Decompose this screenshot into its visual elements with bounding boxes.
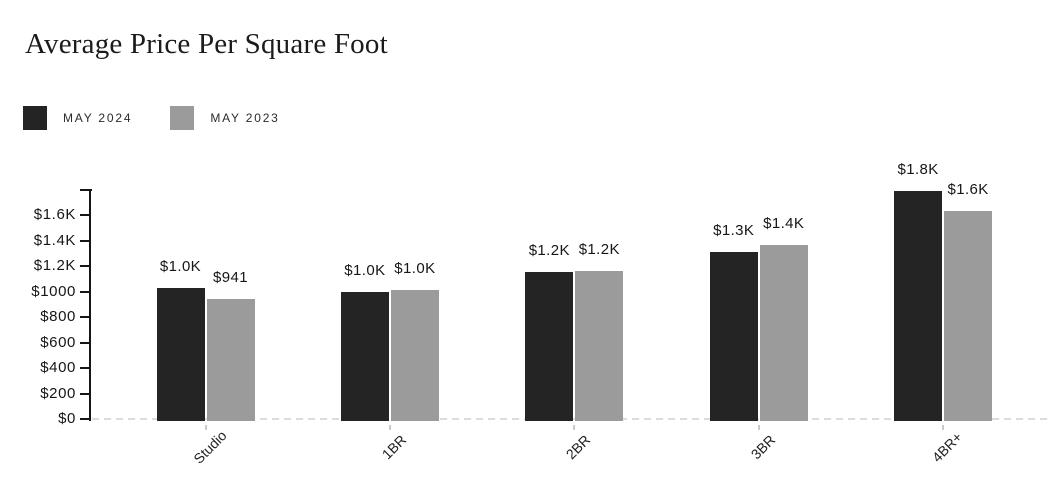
x-axis-tick [573, 425, 576, 430]
bar-may-2024-3br[interactable] [709, 251, 758, 421]
legend-label-may-2023: MAY 2023 [210, 111, 280, 125]
x-axis-tick [204, 425, 207, 430]
bar-value-label-may-2024-3br: $1.3K [713, 221, 755, 239]
chart-legend: MAY 2024 MAY 2023 [23, 106, 280, 130]
y-axis-tick-label: $600 [40, 334, 76, 351]
bar-may-2023-studio[interactable] [206, 299, 255, 421]
y-axis-tick [80, 291, 91, 293]
y-axis-tick-label: $800 [40, 308, 76, 325]
y-axis-tick [80, 342, 91, 344]
bar-may-2023-4br+[interactable] [944, 210, 993, 421]
y-axis-tick [80, 418, 91, 420]
y-axis-tick [80, 393, 91, 395]
x-axis-tick [388, 425, 391, 430]
legend-swatch-may-2023 [170, 106, 195, 130]
legend-swatch-may-2024 [23, 106, 47, 130]
bar-value-label-may-2024-1br: $1.0K [344, 261, 386, 279]
y-axis-tick [80, 265, 91, 267]
y-axis-tick-label: $0 [58, 410, 76, 427]
x-axis-tick [942, 425, 945, 430]
bar-value-label-may-2023-3br: $1.4K [763, 215, 805, 232]
bar-value-label-may-2024-studio: $1.0K [159, 258, 202, 276]
y-axis-tick-label: $400 [40, 359, 76, 376]
bar-may-2023-1br[interactable] [390, 290, 439, 421]
bar-may-2024-2br[interactable] [525, 271, 574, 421]
y-axis-tick-label: $1000 [31, 283, 76, 300]
bar-value-label-may-2023-2br: $1.2K [578, 241, 620, 259]
y-axis-line [89, 189, 91, 421]
chart-title: Average Price Per Square Foot [25, 28, 388, 60]
y-axis-tick-label: $200 [40, 385, 76, 402]
bar-may-2024-studio[interactable] [156, 288, 205, 421]
x-axis-tick [757, 425, 760, 430]
bar-value-label-may-2023-studio: $941 [213, 269, 248, 286]
bar-may-2023-3br[interactable] [759, 245, 808, 421]
bar-value-label-may-2024-4br+: $1.8K [897, 160, 939, 178]
y-axis-tick-label: $1.4K [33, 232, 76, 249]
y-axis-tick-label: $1.6K [33, 206, 76, 223]
bar-value-label-may-2023-1br: $1.0K [394, 260, 436, 277]
y-axis-tick [80, 316, 91, 318]
bar-may-2024-1br[interactable] [340, 291, 389, 421]
bar-may-2024-4br+[interactable] [894, 190, 943, 421]
legend-item-may-2024[interactable]: MAY 2024 [23, 106, 132, 130]
y-axis-tick-label: $1.2K [33, 257, 76, 274]
bar-may-2023-2br[interactable] [575, 271, 624, 421]
bar-value-label-may-2024-2br: $1.2K [528, 241, 570, 259]
legend-item-may-2023[interactable]: MAY 2023 [170, 106, 279, 130]
y-axis-tick [80, 214, 91, 216]
y-axis-top-cap [80, 189, 92, 191]
bar-value-label-may-2023-4br+: $1.6K [947, 180, 989, 198]
y-axis-tick [80, 240, 91, 242]
y-axis-tick [80, 367, 91, 369]
legend-label-may-2024: MAY 2024 [63, 111, 133, 125]
